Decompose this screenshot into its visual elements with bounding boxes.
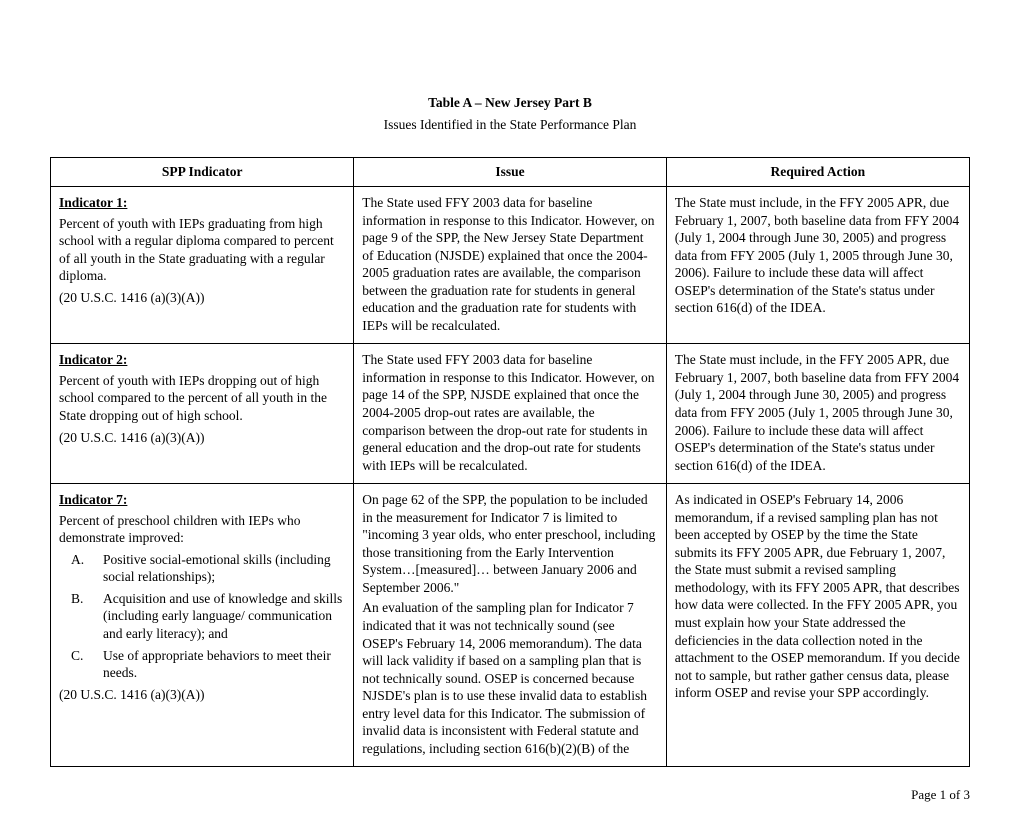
page-number: Page 1 of 3 xyxy=(50,787,970,803)
cell-issue: The State used FFY 2003 data for baselin… xyxy=(354,187,666,344)
list-item: C. Use of appropriate behaviors to meet … xyxy=(71,647,345,682)
action-text: The State must include, in the FFY 2005 … xyxy=(675,351,961,474)
issues-table: SPP Indicator Issue Required Action Indi… xyxy=(50,157,970,767)
title-line-1: Table A – New Jersey Part B xyxy=(50,95,970,111)
header-spp-indicator: SPP Indicator xyxy=(51,158,354,187)
indicator-citation: (20 U.S.C. 1416 (a)(3)(A)) xyxy=(59,289,345,307)
cell-action: As indicated in OSEP's February 14, 2006… xyxy=(666,484,969,767)
header-issue: Issue xyxy=(354,158,666,187)
header-required-action: Required Action xyxy=(666,158,969,187)
list-letter: B. xyxy=(71,590,103,643)
list-text: Acquisition and use of knowledge and ski… xyxy=(103,590,345,643)
list-letter: A. xyxy=(71,551,103,586)
indicator-citation: (20 U.S.C. 1416 (a)(3)(A)) xyxy=(59,686,345,704)
table-row: Indicator 1: Percent of youth with IEPs … xyxy=(51,187,970,344)
indicator-body: Percent of preschool children with IEPs … xyxy=(59,512,345,547)
issue-text: The State used FFY 2003 data for baselin… xyxy=(362,194,657,334)
title-line-2: Issues Identified in the State Performan… xyxy=(50,117,970,133)
table-row: Indicator 7: Percent of preschool childr… xyxy=(51,484,970,767)
indicator-body: Percent of youth with IEPs graduating fr… xyxy=(59,215,345,285)
list-item: A. Positive social-emotional skills (inc… xyxy=(71,551,345,586)
table-row: Indicator 2: Percent of youth with IEPs … xyxy=(51,344,970,484)
table-header-row: SPP Indicator Issue Required Action xyxy=(51,158,970,187)
cell-action: The State must include, in the FFY 2005 … xyxy=(666,187,969,344)
cell-issue: On page 62 of the SPP, the population to… xyxy=(354,484,666,767)
list-text: Use of appropriate behaviors to meet the… xyxy=(103,647,345,682)
cell-indicator: Indicator 7: Percent of preschool childr… xyxy=(51,484,354,767)
issue-text-p1: On page 62 of the SPP, the population to… xyxy=(362,491,657,596)
action-text: The State must include, in the FFY 2005 … xyxy=(675,194,961,317)
cell-action: The State must include, in the FFY 2005 … xyxy=(666,344,969,484)
title-block: Table A – New Jersey Part B Issues Ident… xyxy=(50,95,970,133)
list-text: Positive social-emotional skills (includ… xyxy=(103,551,345,586)
indicator-body: Percent of youth with IEPs dropping out … xyxy=(59,372,345,425)
action-text: As indicated in OSEP's February 14, 2006… xyxy=(675,491,961,702)
indicator-label: Indicator 2: xyxy=(59,352,127,367)
cell-indicator: Indicator 2: Percent of youth with IEPs … xyxy=(51,344,354,484)
list-item: B. Acquisition and use of knowledge and … xyxy=(71,590,345,643)
issue-text: The State used FFY 2003 data for baselin… xyxy=(362,351,657,474)
indicator-label: Indicator 1: xyxy=(59,195,127,210)
issue-text-p2: An evaluation of the sampling plan for I… xyxy=(362,599,657,757)
indicator-citation: (20 U.S.C. 1416 (a)(3)(A)) xyxy=(59,429,345,447)
cell-issue: The State used FFY 2003 data for baselin… xyxy=(354,344,666,484)
cell-indicator: Indicator 1: Percent of youth with IEPs … xyxy=(51,187,354,344)
indicator-label: Indicator 7: xyxy=(59,492,127,507)
list-letter: C. xyxy=(71,647,103,682)
